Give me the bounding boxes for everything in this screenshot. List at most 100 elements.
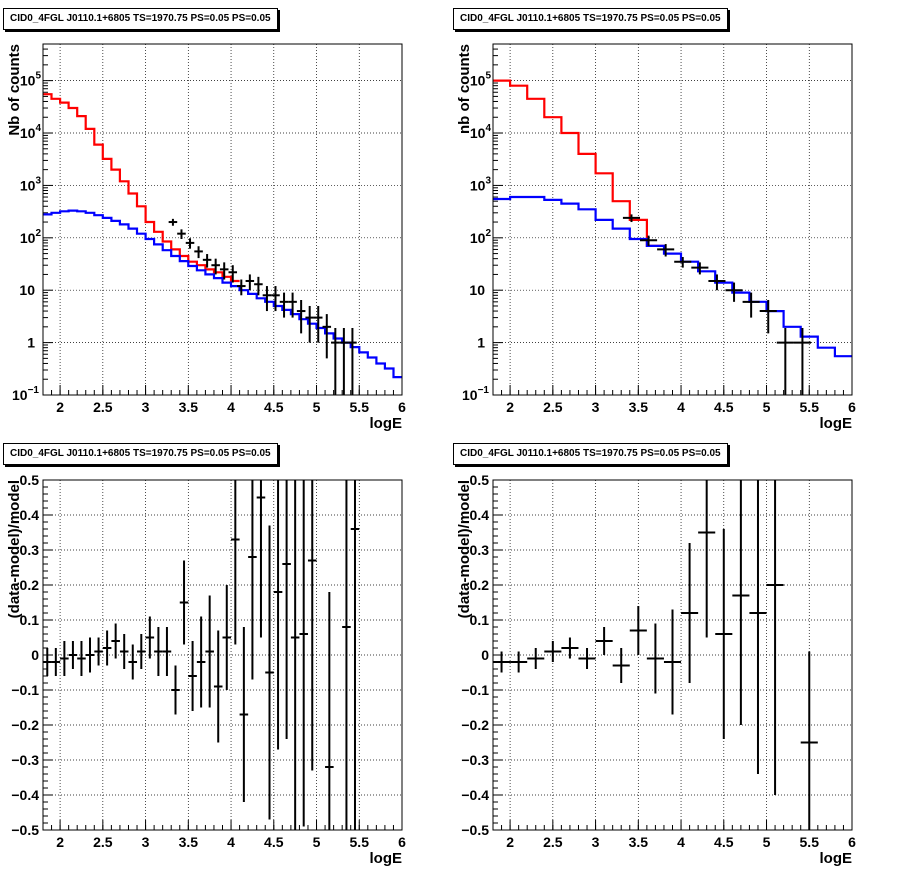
chart-panel-0: 2 2.5 3 3.5 4 4.5 5 5.5 6 10−1 1 10 102 103 104 105 logE… xyxy=(6,43,406,432)
y-tick-label: −0.4 xyxy=(461,787,489,803)
x-tick-label: 5.5 xyxy=(350,399,370,415)
y-tick-label: 10 xyxy=(469,282,485,298)
x-tick-label: 5 xyxy=(763,834,771,850)
x-tick-label: 5.5 xyxy=(800,834,820,850)
y-tick-label: −0.5 xyxy=(461,822,489,838)
y-tick-label: 10−1 xyxy=(12,385,39,403)
x-tick-label: 5.5 xyxy=(350,834,370,850)
x-tick-label: 3.5 xyxy=(629,834,649,850)
plot-area xyxy=(43,44,402,395)
x-tick-label: 4 xyxy=(677,834,685,850)
y-tick-label: −0.3 xyxy=(461,752,489,768)
plot-area xyxy=(43,480,402,830)
series-model_bkg xyxy=(43,209,402,379)
y-tick-exponent: −1 xyxy=(28,385,40,396)
y-axis-label: (data-model)/model xyxy=(6,480,23,618)
chart-panel-2: 2 2.5 3 3.5 4 4.5 5 5.5 6 −0.5 −0.4 −0.3 −0.2 −0.1 0 0.… xyxy=(6,472,406,867)
plot-frame xyxy=(492,479,853,831)
y-tick-exponent: 4 xyxy=(485,123,491,134)
x-tick-label: 3.5 xyxy=(179,399,199,415)
y-tick-label: −0.2 xyxy=(461,717,489,733)
x-tick-label: 2 xyxy=(56,399,64,415)
y-tick-exponent: 2 xyxy=(35,228,41,239)
y-tick-label: 0.3 xyxy=(470,542,490,558)
plot-frame xyxy=(42,43,403,396)
x-tick-label: 2.5 xyxy=(93,834,113,850)
y-tick-label: −0.2 xyxy=(11,717,39,733)
y-tick-label: 0.5 xyxy=(470,472,490,488)
chart-panel-1: 2 2.5 3 3.5 4 4.5 5 5.5 6 10−1 1 10 102 103 104 105 logE… xyxy=(456,43,856,432)
x-tick-label: 3 xyxy=(592,399,600,415)
x-tick-label: 4 xyxy=(227,834,235,850)
y-tick-exponent: 5 xyxy=(35,71,41,82)
y-tick-label: 0.3 xyxy=(20,542,40,558)
x-tick-label: 4.5 xyxy=(714,834,734,850)
y-tick-label: 1 xyxy=(477,335,485,351)
y-tick-label: 102 xyxy=(20,228,42,246)
x-tick-label: 6 xyxy=(848,399,856,415)
y-tick-label: −0.4 xyxy=(11,787,39,803)
plot-frame xyxy=(492,43,853,396)
y-tick-label: 0.5 xyxy=(20,472,40,488)
y-tick-exponent: 4 xyxy=(35,123,41,134)
plot-frame xyxy=(42,479,403,831)
y-tick-label: 0.2 xyxy=(20,577,40,593)
y-axis-label: Nb of counts xyxy=(6,44,23,136)
x-axis-label: logE xyxy=(370,850,403,867)
y-tick-label: 0.1 xyxy=(20,612,40,628)
y-tick-label: −0.5 xyxy=(11,822,39,838)
y-tick-label: 104 xyxy=(20,123,42,141)
x-tick-label: 4.5 xyxy=(264,834,284,850)
series-model_bkg xyxy=(493,195,852,358)
y-tick-label: 10−1 xyxy=(462,385,489,403)
y-tick-label: 0.1 xyxy=(470,612,490,628)
x-tick-label: 3.5 xyxy=(179,834,199,850)
x-tick-label: 3 xyxy=(592,834,600,850)
x-tick-label: 5 xyxy=(763,399,771,415)
y-tick-label: 105 xyxy=(470,71,492,89)
y-axis-label: nb of counts xyxy=(456,44,473,134)
x-tick-label: 3 xyxy=(142,834,150,850)
y-tick-exponent: 3 xyxy=(485,175,491,186)
y-tick-label: 1 xyxy=(27,335,35,351)
y-tick-label: 10 xyxy=(19,282,35,298)
x-tick-label: 2.5 xyxy=(93,399,113,415)
x-tick-label: 6 xyxy=(398,399,406,415)
x-tick-label: 3 xyxy=(142,399,150,415)
panel-title-top-right: CID0_4FGL J0110.1+6805 TS=1970.75 PS=0.0… xyxy=(453,8,728,30)
x-tick-label: 4.5 xyxy=(264,399,284,415)
x-tick-label: 2.5 xyxy=(543,834,563,850)
y-tick-exponent: 5 xyxy=(485,71,491,82)
y-tick-label: 0.4 xyxy=(470,507,490,523)
x-tick-label: 2 xyxy=(56,834,64,850)
y-tick-label: 104 xyxy=(470,123,492,141)
panel-title-bottom-right: CID0_4FGL J0110.1+6805 TS=1970.75 PS=0.0… xyxy=(453,443,728,465)
panel-title-top-left: CID0_4FGL J0110.1+6805 TS=1970.75 PS=0.0… xyxy=(3,8,278,30)
x-tick-label: 5.5 xyxy=(800,399,820,415)
x-axis-label: logE xyxy=(820,850,853,867)
x-tick-label: 6 xyxy=(398,834,406,850)
y-tick-exponent: 3 xyxy=(35,175,41,186)
y-tick-exponent: −1 xyxy=(478,385,490,396)
y-tick-label: −0.1 xyxy=(461,682,489,698)
x-tick-label: 4.5 xyxy=(714,399,734,415)
y-axis-label: (data-model)/model xyxy=(456,480,473,618)
series-model_total xyxy=(493,79,664,247)
x-tick-label: 2 xyxy=(506,834,514,850)
y-tick-label: 0 xyxy=(481,647,489,663)
x-tick-label: 5 xyxy=(313,834,321,850)
panel-title-bottom-left: CID0_4FGL J0110.1+6805 TS=1970.75 PS=0.0… xyxy=(3,443,278,465)
y-tick-label: 103 xyxy=(20,175,42,193)
y-tick-label: 0.4 xyxy=(20,507,40,523)
x-tick-label: 6 xyxy=(848,834,856,850)
y-tick-label: 0 xyxy=(31,647,39,663)
y-tick-label: −0.1 xyxy=(11,682,39,698)
x-axis-label: logE xyxy=(370,415,403,432)
x-axis-label: logE xyxy=(820,415,853,432)
plot-area xyxy=(493,44,852,395)
x-tick-label: 4 xyxy=(677,399,685,415)
x-tick-label: 2 xyxy=(506,399,514,415)
y-tick-label: 102 xyxy=(470,228,492,246)
y-tick-label: 103 xyxy=(470,175,492,193)
